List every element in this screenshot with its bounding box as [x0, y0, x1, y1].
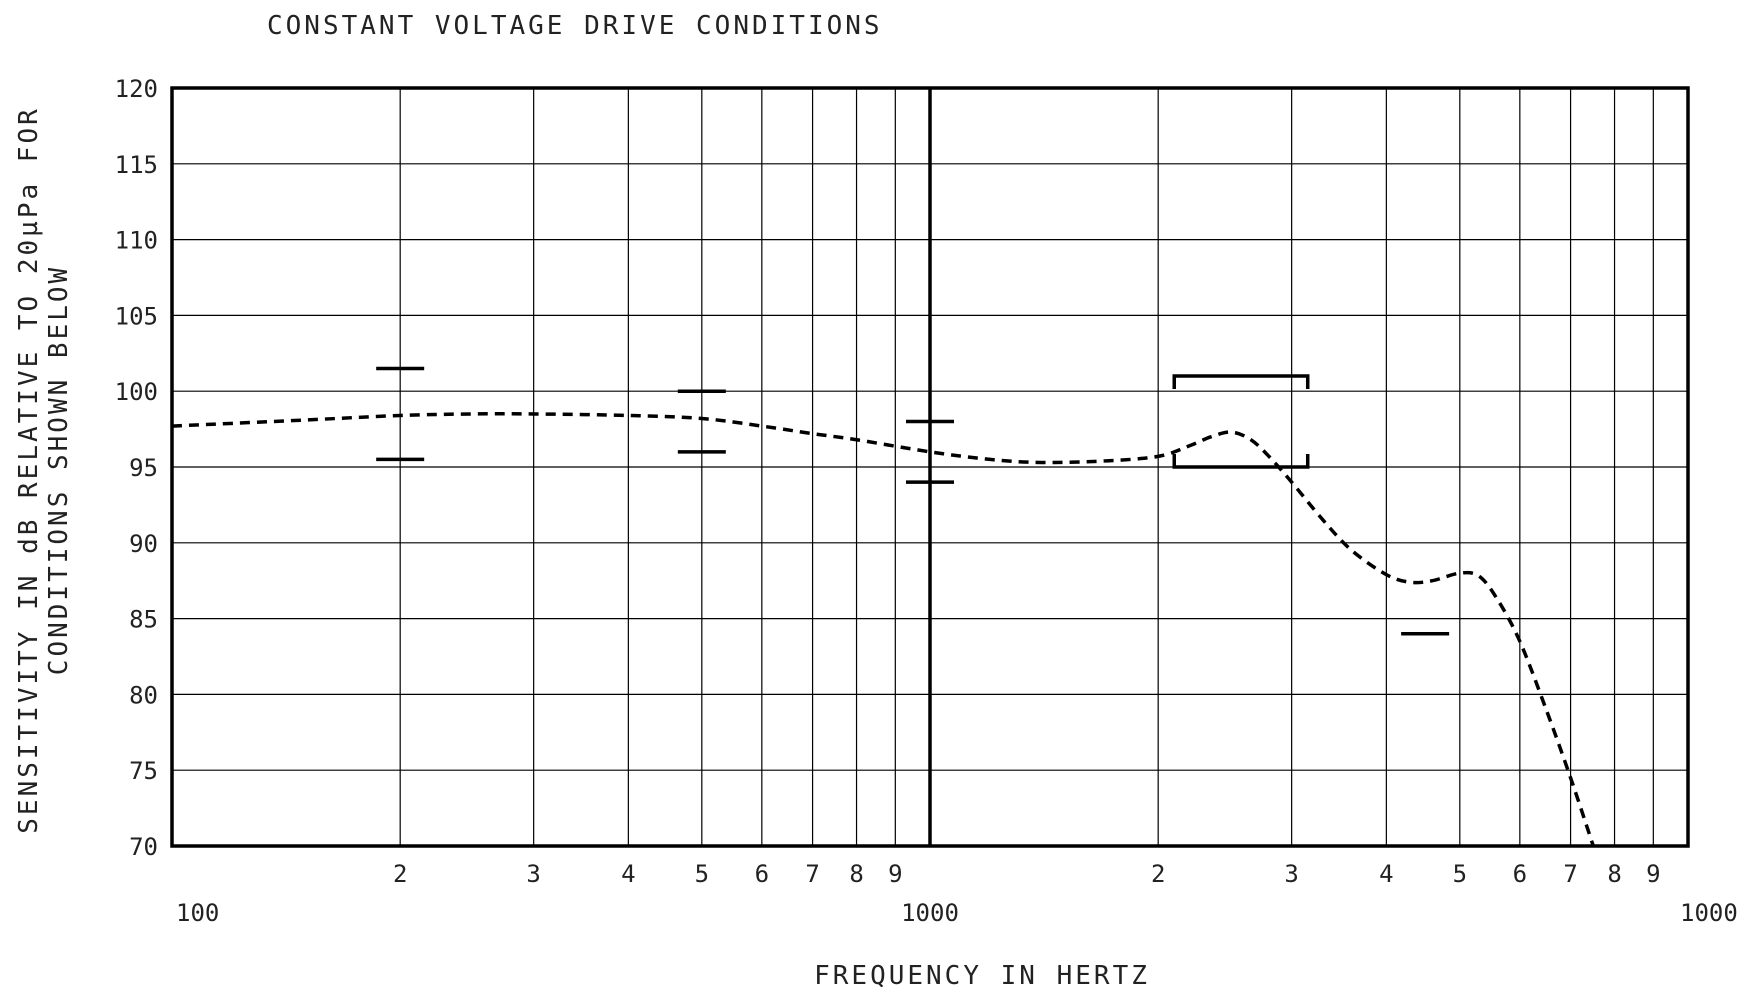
- x-tick-label: 7: [805, 860, 819, 888]
- x-tick-label: 5: [695, 860, 709, 888]
- series-layer: [171, 412, 1595, 847]
- plot-frame-layer: [170, 86, 1690, 848]
- x-tick-label: 4: [1379, 860, 1393, 888]
- y-tick-label: 90: [129, 530, 158, 558]
- x-decade-label: 1000: [901, 899, 959, 927]
- x-tick-label: 3: [1284, 860, 1298, 888]
- limit-markers: [376, 366, 1450, 636]
- y-tick-label: 75: [129, 757, 158, 785]
- y-axis-title-line-2: CONDITIONS SHOWN BELOW: [44, 265, 74, 675]
- x-tick-label: 9: [888, 860, 902, 888]
- y-tick-label: 110: [115, 227, 158, 255]
- y-axis-title: SENSITIVITY IN dB RELATIVE TO 20µPa FOR …: [14, 106, 74, 833]
- x-tick-label: 4: [621, 860, 635, 888]
- x-tick-label: 3: [526, 860, 540, 888]
- y-tick-label: 100: [115, 378, 158, 406]
- y-axis-title-line-1: SENSITIVITY IN dB RELATIVE TO 20µPa FOR: [14, 106, 44, 833]
- y-tick-label: 105: [115, 302, 158, 330]
- x-tick-label: 9: [1646, 860, 1660, 888]
- y-tick-label: 80: [129, 681, 158, 709]
- limit-bracket-upper: [1172, 374, 1310, 390]
- x-tick-label: 6: [1513, 860, 1527, 888]
- x-tick-label: 7: [1563, 860, 1577, 888]
- y-tick-label: 115: [115, 151, 158, 179]
- y-tick-label: 120: [115, 75, 158, 103]
- x-decade-label: 100: [176, 899, 219, 927]
- x-tick-label: 8: [849, 860, 863, 888]
- grid: [172, 87, 1688, 847]
- x-tick-label: 2: [393, 860, 407, 888]
- chart-title: CONSTANT VOLTAGE DRIVE CONDITIONS: [267, 11, 883, 41]
- y-tick-label: 95: [129, 454, 158, 482]
- limit-bracket-lower: [1172, 454, 1310, 469]
- y-tick-labels: 70 75 80 85 90 95 100 105 110 115 120: [115, 75, 158, 861]
- x-decade-label: 10000: [1680, 899, 1739, 927]
- plot-frame: [170, 86, 1690, 848]
- x-tick-label: 6: [755, 860, 769, 888]
- y-tick-label: 85: [129, 606, 158, 634]
- x-tick-labels: 2345678923456789100100010000: [176, 860, 1739, 927]
- x-axis-title: FREQUENCY IN HERTZ: [814, 961, 1150, 987]
- x-tick-label: 2: [1151, 860, 1165, 888]
- series-line-0: [171, 412, 1595, 847]
- x-tick-label: 5: [1453, 860, 1467, 888]
- x-tick-label: 8: [1607, 860, 1621, 888]
- y-tick-label: 70: [129, 833, 158, 861]
